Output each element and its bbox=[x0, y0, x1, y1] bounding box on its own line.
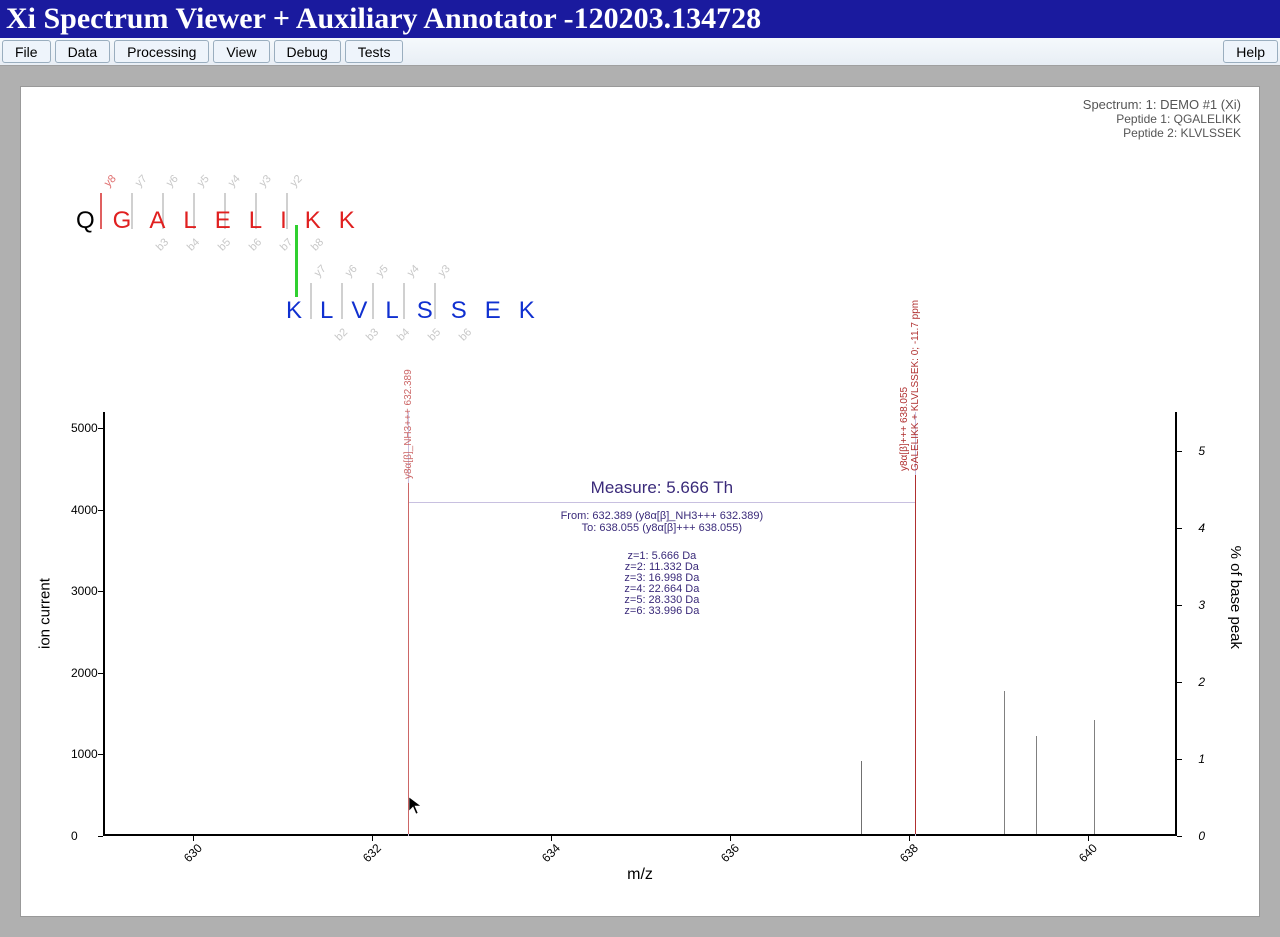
menu-data[interactable]: Data bbox=[55, 40, 111, 63]
fragment-label: y7 bbox=[133, 173, 150, 190]
peak-label: y8α[β]_NH3+++ 632.389 bbox=[403, 370, 414, 480]
residue: K bbox=[339, 207, 355, 235]
peak-label: y8α[β]+++ 638.055GALELIKK + KLVLSSEK: 0;… bbox=[899, 300, 921, 471]
fragment-label: b7 bbox=[278, 236, 295, 253]
ytick-right: 2 bbox=[1198, 675, 1205, 689]
menu-file[interactable]: File bbox=[2, 40, 51, 63]
ytick-left: 5000 bbox=[71, 421, 98, 435]
menu-help[interactable]: Help bbox=[1223, 40, 1278, 63]
x-axis-label: m/z bbox=[627, 866, 653, 884]
info-peptide2: Peptide 2: KLVLSSEK bbox=[1083, 126, 1241, 140]
window-title-bar: Xi Spectrum Viewer + Auxiliary Annotator… bbox=[0, 0, 1280, 38]
fragment-label: b8 bbox=[309, 236, 326, 253]
ytick-left: 1000 bbox=[71, 747, 98, 761]
fragment-label: y5 bbox=[374, 263, 391, 280]
fragment-label: b4 bbox=[395, 326, 412, 343]
menu-processing[interactable]: Processing bbox=[114, 40, 209, 63]
fragment-label: y4 bbox=[405, 263, 422, 280]
fragment-label: y3 bbox=[257, 173, 274, 190]
xtick: 638 bbox=[896, 841, 920, 865]
menu-tests[interactable]: Tests bbox=[345, 40, 404, 63]
xtick: 634 bbox=[538, 841, 562, 865]
fragment-label: b2 bbox=[333, 326, 350, 343]
ytick-left: 2000 bbox=[71, 666, 98, 680]
spectrum-canvas[interactable]: Spectrum: 1: DEMO #1 (Xi) Peptide 1: QGA… bbox=[20, 86, 1260, 917]
ytick-right: 4 bbox=[1198, 521, 1205, 535]
spectrum-peak[interactable] bbox=[1004, 691, 1005, 834]
residue: S bbox=[417, 297, 433, 325]
ytick-right: 1 bbox=[1198, 752, 1205, 766]
residue: L bbox=[320, 297, 333, 325]
residue: A bbox=[149, 207, 165, 235]
spectrum-peak[interactable] bbox=[1094, 720, 1095, 834]
fragment-label: y6 bbox=[343, 263, 360, 280]
ytick-left: 0 bbox=[71, 829, 78, 843]
info-peptide1: Peptide 1: QGALELIKK bbox=[1083, 112, 1241, 126]
spectrum-info: Spectrum: 1: DEMO #1 (Xi) Peptide 1: QGA… bbox=[1083, 97, 1241, 140]
residue: V bbox=[351, 297, 367, 325]
window-title: Xi Spectrum Viewer + Auxiliary Annotator… bbox=[6, 2, 761, 36]
fragment-label: y2 bbox=[288, 173, 305, 190]
fragment-label: y4 bbox=[226, 173, 243, 190]
xtick: 636 bbox=[717, 841, 741, 865]
spectrum-peak[interactable] bbox=[1036, 736, 1037, 834]
residue: I bbox=[280, 207, 287, 235]
residue: E bbox=[215, 207, 231, 235]
fragment-label: b6 bbox=[247, 236, 264, 253]
fragment-label: y5 bbox=[195, 173, 212, 190]
fragment-label: b3 bbox=[364, 326, 381, 343]
fragment-label: y7 bbox=[312, 263, 329, 280]
residue: S bbox=[451, 297, 467, 325]
menu-bar: File Data Processing View Debug Tests He… bbox=[0, 38, 1280, 66]
spectrum-chart[interactable]: ion current % of base peak m/z Measure: … bbox=[51, 412, 1229, 886]
xtick: 632 bbox=[359, 841, 383, 865]
fragment-label: y8 bbox=[102, 173, 119, 190]
fragment-label: y6 bbox=[164, 173, 181, 190]
y-axis-right-label: % of base peak bbox=[1227, 546, 1244, 649]
fragment-label: b5 bbox=[216, 236, 233, 253]
menu-view[interactable]: View bbox=[213, 40, 269, 63]
residue: K bbox=[519, 297, 535, 325]
residue: G bbox=[113, 207, 132, 235]
measure-title: Measure: 5.666 Th bbox=[591, 478, 733, 498]
info-spectrum: Spectrum: 1: DEMO #1 (Xi) bbox=[1083, 97, 1241, 112]
residue: L bbox=[249, 207, 262, 235]
residue: L bbox=[183, 207, 196, 235]
plot-area[interactable]: Measure: 5.666 Th From: 632.389 (y8α[β]_N… bbox=[103, 412, 1177, 836]
measure-to: To: 638.055 (y8α[β]+++ 638.055) bbox=[582, 522, 742, 534]
ytick-left: 3000 bbox=[71, 584, 98, 598]
fragment-label: b4 bbox=[185, 236, 202, 253]
residue: K bbox=[286, 297, 302, 325]
spectrum-peak[interactable] bbox=[861, 761, 862, 834]
crosslink-line bbox=[295, 225, 298, 297]
ytick-right: 0 bbox=[1198, 829, 1205, 843]
xtick: 630 bbox=[180, 841, 204, 865]
fragment-label: b6 bbox=[457, 326, 474, 343]
menu-debug[interactable]: Debug bbox=[274, 40, 341, 63]
residue: E bbox=[485, 297, 501, 325]
residue: L bbox=[385, 297, 398, 325]
fragment-label: y3 bbox=[436, 263, 453, 280]
residue: Q bbox=[76, 207, 95, 235]
fragment-label: b5 bbox=[426, 326, 443, 343]
measure-from: From: 632.389 (y8α[β]_NH3+++ 632.389) bbox=[561, 510, 764, 522]
ytick-right: 5 bbox=[1198, 444, 1205, 458]
xtick: 640 bbox=[1075, 841, 1099, 865]
ytick-right: 3 bbox=[1198, 598, 1205, 612]
spectrum-peak[interactable] bbox=[408, 483, 409, 834]
y-axis-left-label: ion current bbox=[37, 578, 54, 649]
spectrum-peak[interactable] bbox=[915, 475, 916, 834]
fragment-label: b3 bbox=[154, 236, 171, 253]
measure-z-line: z=6: 33.996 Da bbox=[624, 605, 699, 617]
cursor-icon bbox=[409, 797, 423, 815]
ytick-left: 4000 bbox=[71, 503, 98, 517]
peptide-diagram: y8y7y6y5y4y3y2b3b4b5b6b7b8 QGALELIKK y7y… bbox=[76, 167, 576, 427]
residue: K bbox=[305, 207, 321, 235]
